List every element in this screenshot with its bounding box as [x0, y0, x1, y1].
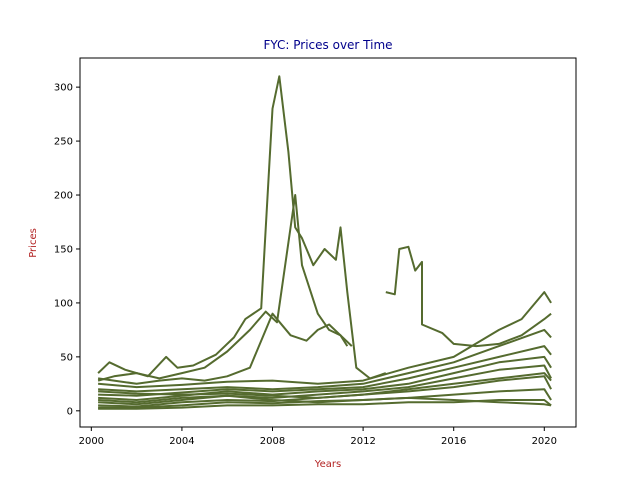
y-axis: 0 50 100 150 200 250 300 — [54, 83, 80, 417]
series-line-14 — [98, 394, 552, 407]
series-line-5 — [98, 291, 552, 389]
y-tick-label: 200 — [54, 191, 73, 202]
y-tick-label: 0 — [67, 406, 73, 417]
plot-frame — [79, 57, 577, 428]
x-tick-label: 2008 — [260, 436, 285, 447]
x-tick-label: 2004 — [169, 436, 194, 447]
x-tick-label: 2020 — [532, 436, 557, 447]
x-tick-label: 2016 — [441, 436, 466, 447]
y-tick-label: 50 — [60, 352, 73, 363]
x-tick-label: 2012 — [350, 436, 375, 447]
y-tick-label: 250 — [54, 137, 73, 148]
x-tick-label: 2000 — [79, 436, 104, 447]
y-tick-label: 100 — [54, 298, 73, 309]
series-line-1 — [97, 75, 387, 380]
series-line-9 — [98, 364, 552, 406]
series-line-4 — [385, 245, 552, 348]
series-line-2 — [97, 194, 349, 382]
series-line-13 — [98, 372, 552, 399]
x-axis: 2000 2004 2008 2012 2016 2020 — [79, 427, 557, 447]
series-line-3 — [97, 312, 353, 385]
x-axis-label: Years — [314, 459, 341, 470]
series-line-8 — [98, 355, 552, 401]
y-tick-label: 300 — [54, 83, 73, 94]
series-line-7 — [98, 345, 552, 397]
y-axis-label: Prices — [28, 228, 39, 258]
chart-title: FYC: Prices over Time — [263, 38, 392, 52]
series-line-12 — [98, 399, 552, 410]
y-tick-label: 150 — [54, 244, 73, 255]
series-line-6 — [98, 328, 552, 393]
series-layer — [97, 75, 552, 410]
